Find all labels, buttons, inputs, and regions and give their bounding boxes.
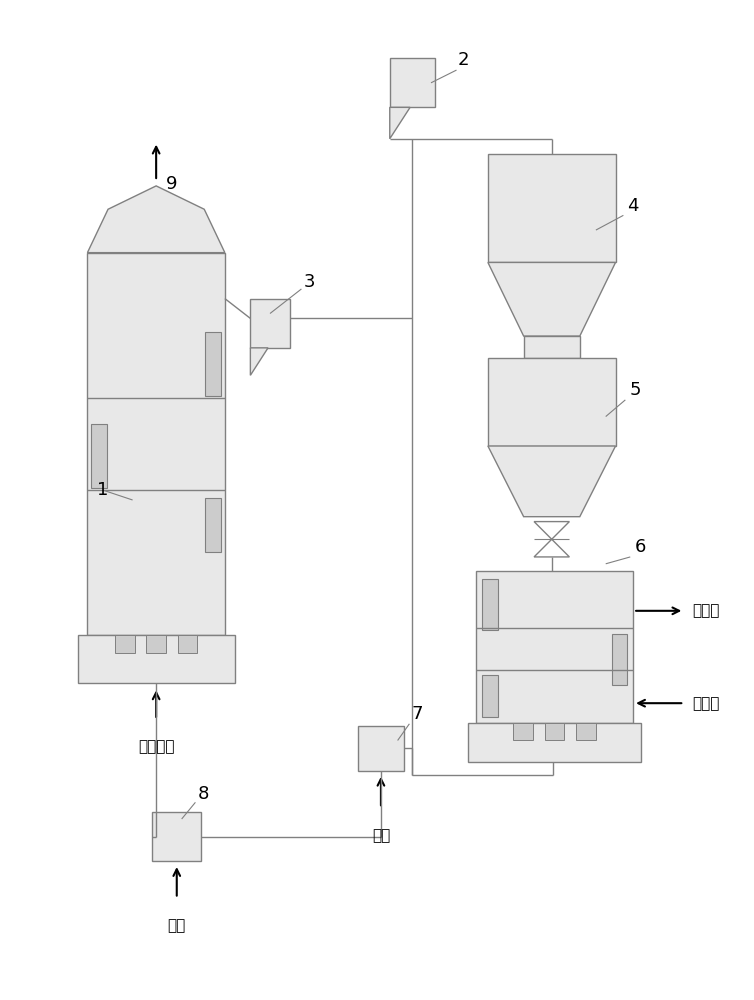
Bar <box>523 336 580 358</box>
Bar <box>205 332 221 396</box>
Bar <box>482 579 498 630</box>
Polygon shape <box>390 107 410 139</box>
Text: 9: 9 <box>166 175 178 193</box>
Polygon shape <box>87 186 225 253</box>
Bar <box>488 154 615 262</box>
Bar <box>78 635 234 683</box>
Bar <box>205 498 221 552</box>
Text: 4: 4 <box>627 197 639 215</box>
Bar <box>488 358 615 446</box>
Bar <box>87 253 225 635</box>
Bar <box>513 723 533 740</box>
Text: 3: 3 <box>304 273 315 291</box>
Text: 载气: 载气 <box>372 828 390 843</box>
Bar <box>545 723 565 740</box>
Text: 载气: 载气 <box>167 918 186 933</box>
Bar <box>250 299 290 348</box>
Polygon shape <box>250 348 268 375</box>
Bar <box>146 635 166 653</box>
Text: 6: 6 <box>634 538 645 556</box>
Polygon shape <box>534 522 569 539</box>
Text: 5: 5 <box>630 381 641 399</box>
Bar <box>115 635 134 653</box>
Text: 2: 2 <box>458 51 469 69</box>
Bar <box>91 424 107 488</box>
Bar <box>482 675 498 717</box>
Bar <box>468 723 641 762</box>
Bar <box>178 635 198 653</box>
Text: 8: 8 <box>198 785 209 803</box>
Text: 浓缩气: 浓缩气 <box>692 603 719 618</box>
Bar <box>576 723 596 740</box>
Text: 有机废气: 有机废气 <box>138 740 174 755</box>
Bar <box>358 726 403 771</box>
Polygon shape <box>534 539 569 557</box>
Bar <box>476 571 633 723</box>
Text: 吹扫气: 吹扫气 <box>692 696 719 711</box>
Polygon shape <box>488 446 615 517</box>
Bar <box>611 634 627 685</box>
Text: 1: 1 <box>97 481 109 499</box>
Text: 7: 7 <box>412 705 423 723</box>
Polygon shape <box>488 262 615 336</box>
Bar <box>390 58 435 107</box>
Bar <box>152 812 201 861</box>
